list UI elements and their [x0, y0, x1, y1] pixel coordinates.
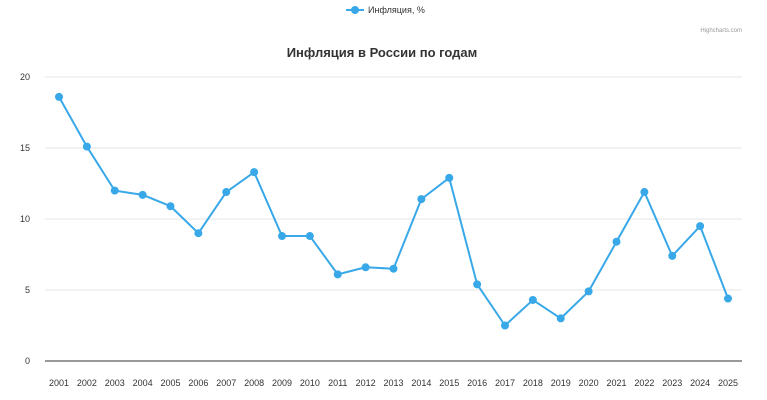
x-tick-label: 2017	[495, 378, 515, 388]
x-tick-label: 2014	[411, 378, 431, 388]
data-point[interactable]	[278, 232, 286, 241]
data-point[interactable]	[556, 314, 565, 323]
data-point[interactable]	[528, 295, 537, 304]
data-point[interactable]	[389, 264, 398, 273]
x-tick-label: 2022	[634, 378, 654, 388]
y-tick-label: 5	[25, 285, 30, 295]
x-tick-label: 2011	[328, 378, 347, 388]
x-tick-label: 2007	[216, 378, 236, 388]
series-line	[58, 96, 729, 327]
x-tick-label: 2021	[606, 378, 626, 388]
legend[interactable]: Инфляция, %	[346, 5, 425, 15]
y-axis: 0 5 10 15 20	[20, 72, 30, 366]
x-tick-label: 2004	[133, 378, 153, 388]
data-point[interactable]	[612, 237, 621, 246]
x-tick-label: 2023	[662, 378, 682, 388]
x-tick-label: 2019	[551, 378, 571, 388]
data-point[interactable]	[222, 188, 231, 197]
x-tick-label: 2009	[272, 378, 292, 388]
data-point[interactable]	[724, 294, 732, 303]
x-tick-label: 2005	[160, 378, 180, 388]
series-layer	[55, 92, 732, 330]
x-tick-label: 2003	[105, 378, 125, 388]
data-point[interactable]	[55, 92, 63, 101]
x-tick-label: 2024	[690, 378, 710, 388]
data-point[interactable]	[696, 222, 705, 231]
data-point[interactable]	[82, 142, 91, 151]
x-tick-label: 2006	[188, 378, 208, 388]
x-tick-label: 2025	[718, 378, 738, 388]
y-tick-label: 15	[20, 143, 30, 153]
data-point[interactable]	[361, 263, 370, 272]
data-point[interactable]	[194, 229, 203, 238]
y-tick-label: 10	[20, 214, 30, 224]
data-point[interactable]	[417, 195, 426, 204]
data-point[interactable]	[250, 168, 259, 177]
y-tick-label: 20	[20, 72, 30, 82]
x-tick-label: 2016	[467, 378, 487, 388]
data-point[interactable]	[473, 280, 482, 289]
data-point[interactable]	[584, 287, 593, 296]
x-tick-label: 2008	[244, 378, 264, 388]
data-point[interactable]	[138, 190, 147, 199]
x-tick-label: 2001	[49, 378, 69, 388]
x-tick-label: 2018	[523, 378, 543, 388]
x-tick-label: 2010	[300, 378, 320, 388]
data-point[interactable]	[640, 188, 649, 197]
y-tick-label: 0	[25, 356, 30, 366]
gridlines	[45, 76, 742, 291]
data-point[interactable]	[305, 232, 314, 241]
data-point[interactable]	[166, 202, 175, 211]
x-tick-label: 2020	[579, 378, 599, 388]
legend-label: Инфляция, %	[368, 5, 425, 15]
x-tick-label: 2002	[77, 378, 97, 388]
credit-text[interactable]: Highcharts.com	[700, 28, 742, 34]
x-axis: 2001 2002 2003 2004 2005 2006 2007 2008 2009 2010…	[45, 360, 742, 388]
data-point[interactable]	[333, 270, 342, 279]
x-tick-label: 2015	[439, 378, 459, 388]
data-point[interactable]	[501, 321, 509, 330]
data-point[interactable]	[110, 186, 119, 195]
x-tick-label: 2013	[383, 378, 403, 388]
chart-title: Инфляция в России по годам	[287, 45, 478, 60]
x-tick-label: 2012	[356, 378, 376, 388]
data-point[interactable]	[668, 251, 677, 260]
data-point[interactable]	[445, 173, 454, 182]
legend-marker	[351, 6, 359, 14]
